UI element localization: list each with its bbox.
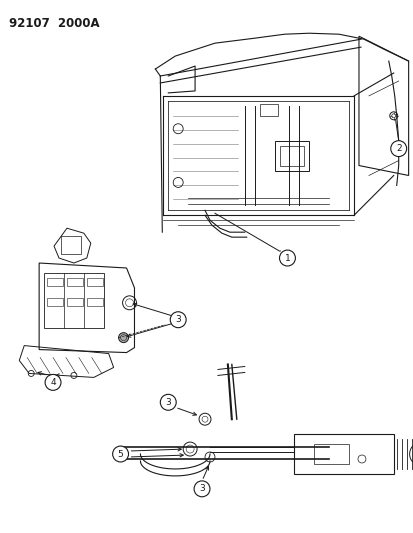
- Bar: [259, 104, 277, 116]
- Bar: [44, 273, 103, 328]
- Circle shape: [112, 446, 128, 462]
- Bar: [61, 236, 81, 254]
- Text: 3: 3: [199, 484, 204, 494]
- Text: 5: 5: [117, 449, 123, 458]
- Circle shape: [194, 481, 209, 497]
- Bar: [279, 146, 304, 166]
- Bar: [47, 278, 63, 286]
- Circle shape: [279, 250, 295, 266]
- Bar: [313, 444, 348, 464]
- Bar: [274, 141, 309, 171]
- Bar: [294, 434, 393, 474]
- Bar: [67, 298, 83, 306]
- Text: 92107  2000A: 92107 2000A: [9, 17, 100, 30]
- Text: 4: 4: [50, 378, 56, 387]
- Circle shape: [160, 394, 176, 410]
- Circle shape: [170, 312, 186, 328]
- Circle shape: [390, 141, 406, 157]
- Circle shape: [45, 375, 61, 390]
- Bar: [47, 298, 63, 306]
- Text: 3: 3: [165, 398, 171, 407]
- Circle shape: [118, 333, 128, 343]
- Bar: [87, 278, 102, 286]
- Bar: [87, 298, 102, 306]
- Text: 2: 2: [395, 144, 401, 153]
- Text: 1: 1: [284, 254, 290, 263]
- Bar: [67, 278, 83, 286]
- Text: 3: 3: [175, 315, 180, 324]
